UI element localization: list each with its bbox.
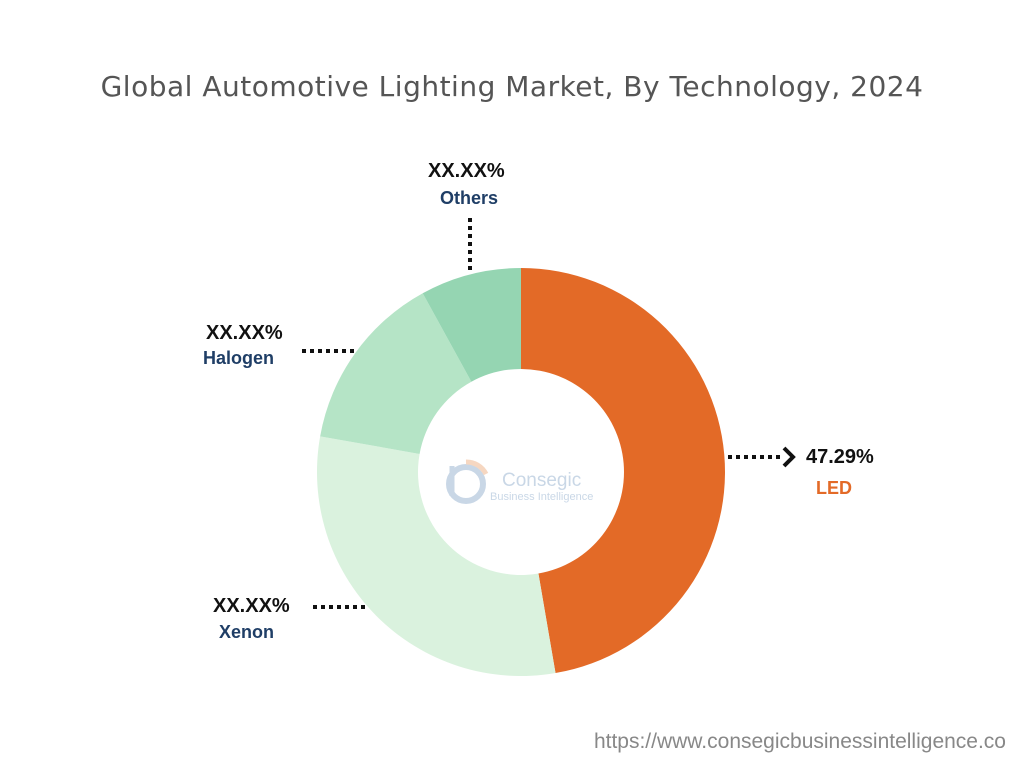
slice-xenon — [317, 436, 556, 676]
svg-text:Consegic: Consegic — [502, 470, 581, 491]
svg-text:Business Intelligence: Business Intelligence — [490, 491, 593, 503]
logo-watermark: Consegic Business Intelligence — [446, 459, 593, 504]
halogen-percent-label: XX.XX% — [206, 322, 283, 344]
led-arrow-icon — [782, 446, 796, 468]
halogen-category-label: Halogen — [203, 348, 275, 368]
slice-others — [422, 268, 521, 382]
xenon-percent-label: XX.XX% — [213, 595, 290, 617]
xenon-category-label: Xenon — [219, 622, 275, 642]
led-percent-label: 47.29% — [806, 446, 874, 468]
others-category-label: Others — [440, 188, 499, 208]
led-category-label: LED — [816, 478, 852, 498]
chart-title: Global Automotive Lighting Market, By Te… — [100, 70, 924, 103]
slice-led — [521, 268, 725, 674]
others-percent-label: XX.XX% — [428, 160, 505, 182]
source-url: https://www.consegicbusinessintelligence… — [593, 730, 1006, 753]
slice-halogen — [320, 293, 472, 454]
